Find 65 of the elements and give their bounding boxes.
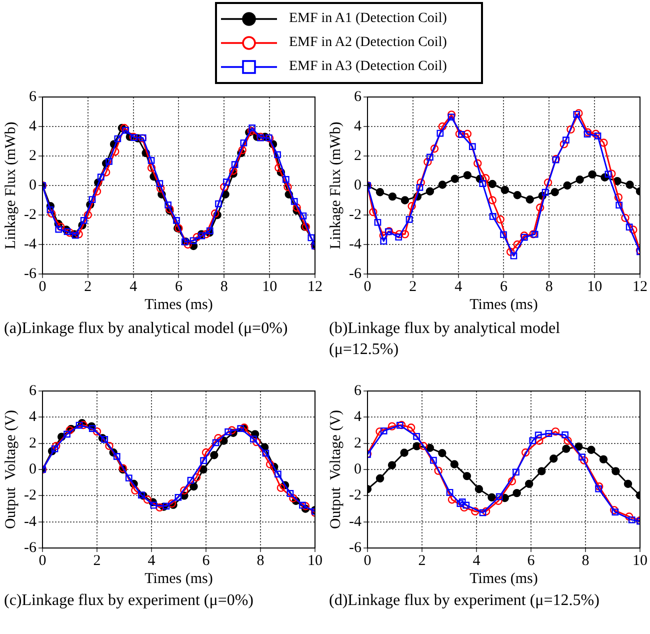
y-tick-label: 6 <box>354 88 362 105</box>
y-tick-label: -6 <box>348 540 362 556</box>
y-tick-label: -6 <box>348 266 362 282</box>
x-tick-label: 6 <box>175 278 183 295</box>
x-tick-label: 4 <box>472 552 481 569</box>
y-tick-label: -6 <box>24 266 37 282</box>
y-tick-label: -2 <box>24 488 36 504</box>
x-tick-label: 10 <box>632 552 648 569</box>
y-tick-label: -4 <box>348 514 362 530</box>
x-tick-label: 2 <box>418 552 426 569</box>
y-axis-title: Output Voltage (V) <box>328 410 344 530</box>
x-tick-label: 2 <box>409 278 417 295</box>
x-tick-label: 2 <box>93 552 101 569</box>
y-tick-label: 2 <box>28 435 36 452</box>
x-tick-label: 6 <box>500 278 508 295</box>
text: (a)Linkage flux by analytical model (μ=0%) <box>4 319 289 339</box>
legend-label: EMF in A2 (Detection Coil) <box>289 35 447 51</box>
x-tick-label: 10 <box>308 552 322 569</box>
y-tick-label: 6 <box>28 382 37 399</box>
y-tick-label: 4 <box>354 118 362 134</box>
x-tick-label: 12 <box>632 278 648 295</box>
x-tick-label: 4 <box>454 278 463 295</box>
x-tick-label: 8 <box>256 552 264 569</box>
y-tick-label: -4 <box>348 236 362 252</box>
x-tick-label: 12 <box>308 278 322 295</box>
x-tick-label: 8 <box>220 278 228 295</box>
y-tick-label: 4 <box>28 118 37 134</box>
x-axis-title: Times (ms) <box>470 296 538 313</box>
y-tick-label: 2 <box>354 148 362 164</box>
legend-label: EMF in A3 (Detection Coil) <box>289 59 447 75</box>
y-tick-label: 0 <box>28 461 36 478</box>
y-tick-label: -2 <box>348 206 362 223</box>
x-tick-label: 6 <box>527 552 536 569</box>
text: (d)Linkage flux by experiment (μ=12.5%) <box>329 591 600 611</box>
y-axis-title: Linkage Flux (mWb) <box>2 122 19 250</box>
x-tick-label: 4 <box>148 552 156 569</box>
x-tick-label: 2 <box>84 278 92 295</box>
y-axis-title: Linkage Flux (mWb) <box>328 122 344 250</box>
legend-label: EMF in A1 (Detection Coil) <box>289 11 447 27</box>
y-tick-label: 2 <box>28 148 36 164</box>
text: (b)Linkage flux by analytical model (μ=12.5%) <box>329 319 562 360</box>
y-tick-label: 0 <box>28 177 36 194</box>
y-tick-label: 6 <box>354 382 362 399</box>
y-tick-label: -4 <box>24 514 37 530</box>
y-tick-label: 4 <box>28 409 37 426</box>
x-axis-title: Times (ms) <box>470 570 538 587</box>
y-tick-label: -4 <box>24 236 37 252</box>
y-tick-label: -2 <box>24 206 36 223</box>
y-tick-label: -2 <box>348 488 362 504</box>
y-tick-label: -6 <box>24 540 37 556</box>
x-tick-label: 10 <box>262 278 278 295</box>
y-tick-label: 6 <box>28 88 37 105</box>
x-tick-label: 8 <box>545 278 553 295</box>
text: (c)Linkage flux by experiment (μ=0%) <box>4 591 255 611</box>
y-tick-label: 0 <box>354 177 362 194</box>
y-axis-title: Output Voltage (V) <box>2 410 19 530</box>
y-tick-label: 0 <box>354 461 362 478</box>
x-tick-label: 4 <box>130 278 138 295</box>
x-axis-title: Times (ms) <box>144 296 213 313</box>
y-tick-label: 2 <box>354 435 362 452</box>
x-tick-label: 6 <box>202 552 210 569</box>
y-tick-label: 4 <box>354 409 362 426</box>
x-tick-label: 8 <box>582 552 590 569</box>
x-axis-title: Times (ms) <box>144 570 213 587</box>
x-tick-label: 10 <box>587 278 602 295</box>
